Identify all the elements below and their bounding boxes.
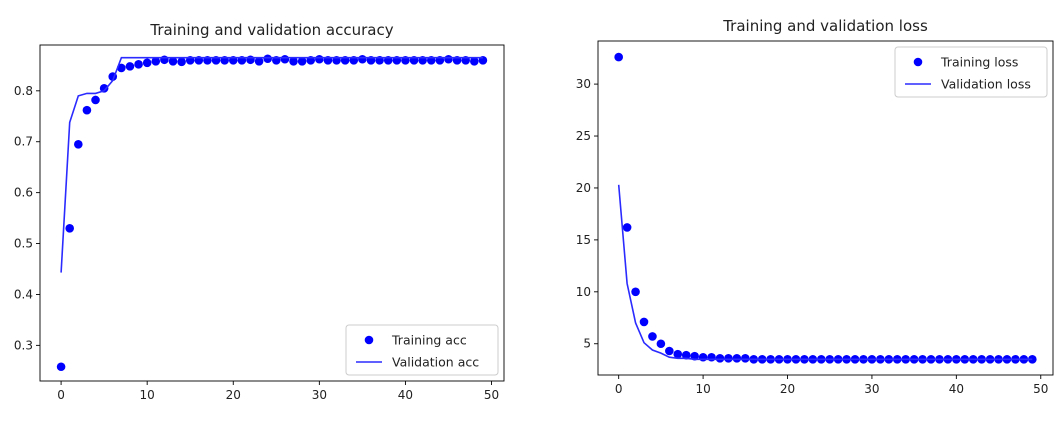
legend-label: Training acc [391, 333, 467, 348]
x-tick-label: 20 [780, 382, 795, 396]
legend-label: Validation loss [941, 77, 1031, 92]
y-tick-label: 5 [583, 337, 591, 351]
data-point-training-loss [1028, 355, 1037, 364]
data-point-training-acc [91, 95, 100, 105]
x-tick-label: 10 [140, 388, 155, 402]
y-tick-label: 25 [576, 129, 591, 143]
data-point-training-acc [246, 55, 255, 65]
data-point-training-loss [648, 332, 657, 341]
series-line-validation-loss [617, 184, 1033, 361]
data-point-training-acc [82, 105, 92, 115]
x-tick-label: 30 [864, 382, 879, 396]
x-tick-label: 20 [226, 388, 241, 402]
data-point-training-acc [263, 54, 272, 64]
x-tick-label: 40 [398, 388, 413, 402]
x-tick-label: 50 [1033, 382, 1048, 396]
data-point-training-acc [297, 56, 307, 66]
series-line-validation-acc [60, 56, 483, 273]
data-point-training-loss [631, 287, 640, 297]
y-tick-label: 0.5 [14, 237, 33, 251]
legend: Training acc Validation acc [345, 324, 499, 376]
data-point-training-acc [444, 54, 453, 64]
y-tick-label: 0.7 [14, 135, 33, 149]
data-point-training-acc [160, 55, 169, 65]
data-point-training-acc [125, 62, 135, 71]
y-tick-label: 0.4 [14, 287, 33, 301]
chart-title: Training and validation accuracy [149, 21, 393, 39]
data-point-training-acc [280, 54, 290, 64]
data-point-training-acc [289, 56, 298, 66]
data-point-training-acc [254, 56, 264, 66]
data-point-training-loss [715, 353, 725, 363]
x-tick-label: 40 [949, 382, 964, 396]
data-point-training-loss [698, 352, 708, 362]
data-point-training-loss [614, 52, 623, 62]
plot-frame [597, 40, 1054, 376]
x-tick-label: 0 [615, 382, 623, 396]
y-tick-label: 15 [576, 233, 591, 247]
chart-panel-1: Training and validation accuracy 0 10 20 30 4… [14, 21, 505, 402]
x-tick-label: 10 [695, 382, 710, 396]
x-tick-label: 30 [312, 388, 327, 402]
data-point-training-acc [151, 56, 161, 66]
data-point-training-loss [681, 350, 691, 360]
data-point-training-acc [177, 57, 186, 67]
data-point-training-acc [65, 223, 74, 233]
legend-dot-marker [913, 57, 923, 67]
y-tick-label: 0.6 [14, 186, 33, 200]
data-point-training-loss [741, 353, 750, 363]
data-point-training-loss [673, 349, 683, 359]
data-point-training-acc [117, 63, 126, 73]
y-tick-label: 30 [576, 77, 591, 91]
legend-label: Validation acc [392, 355, 479, 370]
plot-frame [39, 44, 505, 382]
data-point-training-loss [622, 223, 632, 232]
legend: Training loss Validation loss [894, 46, 1048, 98]
data-point-training-acc [74, 139, 83, 149]
legend-box [345, 324, 499, 376]
data-point-training-acc [358, 54, 367, 64]
data-point-training-acc [168, 56, 178, 66]
chart-panel-2: Training and validation loss 0 10 20 30 40 50 5… [576, 17, 1054, 396]
data-point-training-loss [665, 346, 674, 356]
y-tick-label: 20 [576, 181, 591, 195]
data-point-training-loss [724, 353, 733, 363]
legend-box [894, 46, 1048, 98]
data-point-training-loss [639, 317, 649, 327]
y-tick-label: 0.3 [14, 338, 33, 352]
data-point-training-loss [732, 353, 742, 363]
data-point-training-acc [99, 83, 109, 93]
data-point-training-acc [134, 60, 143, 69]
data-point-training-acc [142, 58, 152, 68]
y-tick-label: 10 [576, 285, 591, 299]
data-point-training-acc [315, 54, 324, 64]
data-point-training-acc [56, 362, 66, 372]
data-point-training-loss [707, 352, 716, 362]
x-tick-label: 50 [484, 388, 499, 402]
legend-label: Training loss [940, 55, 1018, 70]
chart-title: Training and validation loss [722, 17, 928, 35]
y-tick-label: 0.8 [14, 84, 33, 98]
x-tick-label: 0 [57, 388, 65, 402]
legend-dot-marker [364, 335, 374, 345]
data-point-training-acc [470, 56, 479, 66]
data-point-training-loss [656, 339, 666, 349]
